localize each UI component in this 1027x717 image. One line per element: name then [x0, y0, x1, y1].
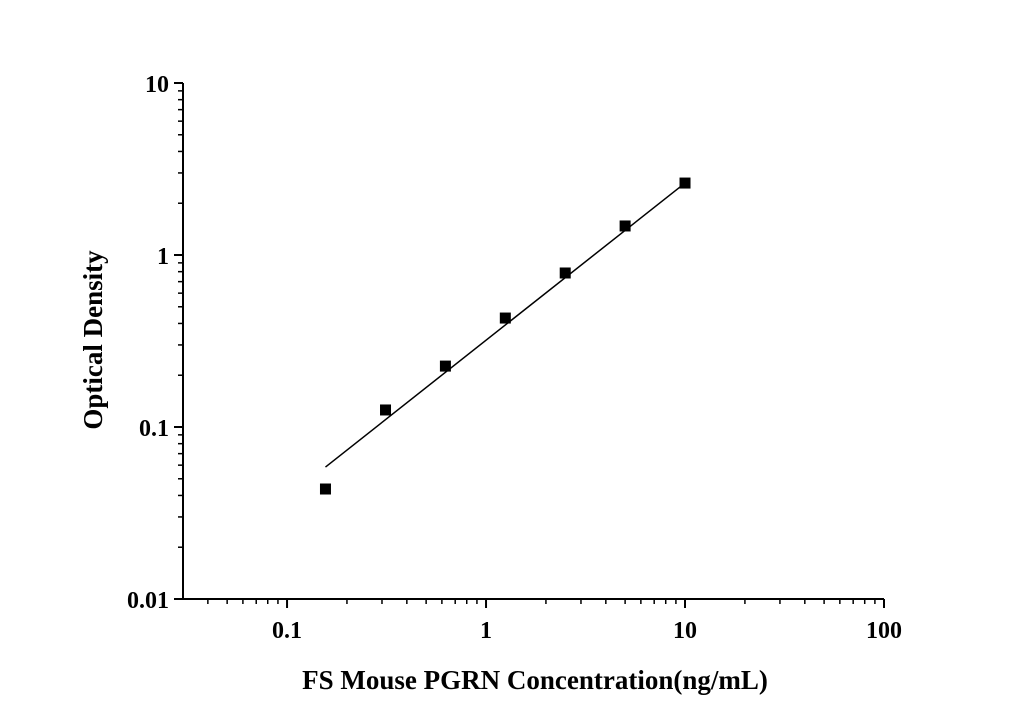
- x-tick-label: 100: [866, 618, 902, 644]
- y-axis-label: Optical Density: [78, 250, 108, 430]
- x-tick-label: 0.1: [272, 618, 302, 644]
- data-point: [319, 483, 331, 495]
- data-point: [619, 220, 631, 232]
- fit-line: [325, 182, 686, 468]
- data-point: [499, 312, 511, 324]
- y-tick-label: 10: [145, 72, 169, 98]
- x-tick-label: 10: [673, 618, 697, 644]
- data-point: [559, 267, 571, 279]
- y-tick-label: 0.01: [127, 588, 169, 614]
- y-tick-label: 1: [157, 244, 169, 270]
- x-tick-label: 1: [480, 618, 492, 644]
- data-point: [439, 360, 451, 372]
- y-tick-label: 0.1: [139, 416, 169, 442]
- data-point: [679, 177, 691, 189]
- x-axis-label: FS Mouse PGRN Concentration(ng/mL): [302, 665, 768, 695]
- data-point: [380, 404, 392, 416]
